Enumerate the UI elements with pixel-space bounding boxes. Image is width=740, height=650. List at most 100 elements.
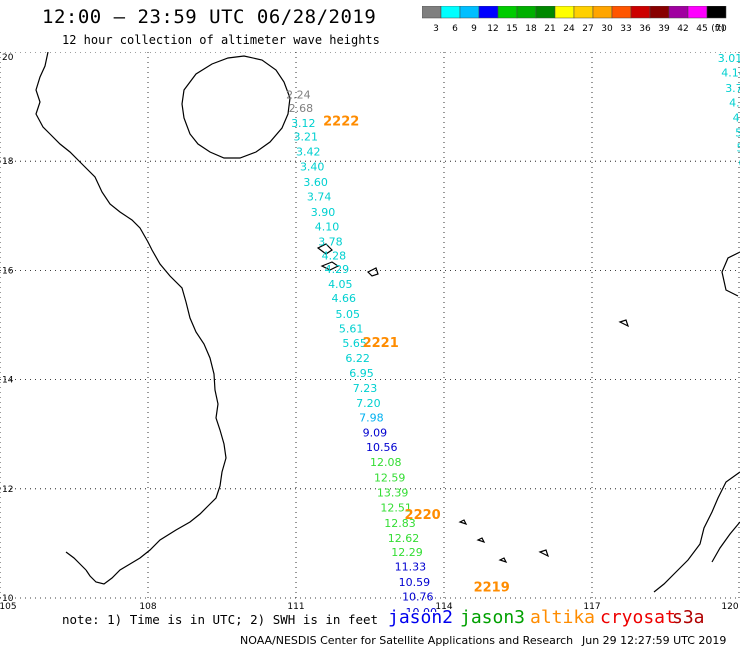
swh-value: 12.83 [384, 517, 416, 530]
swh-value: 5.61 [339, 323, 364, 336]
pass-number: 2219 [474, 580, 510, 595]
swh-value: 7.20 [356, 397, 381, 410]
swh-value: 5. [737, 141, 740, 154]
pass-number: 2221 [363, 336, 399, 351]
pass-labels: 2222 2221 2220 2219 [323, 115, 510, 596]
colorbar-swatch [497, 6, 518, 19]
swh-value: 3.74 [307, 191, 332, 204]
pass-number: 2222 [323, 115, 359, 130]
colorbar-swatch [668, 6, 689, 19]
colorbar-label: 15 [506, 24, 517, 34]
colorbar-swatch [422, 6, 442, 19]
colorbar-label: 3 [433, 24, 439, 34]
satellite-cryosat: cryosat [600, 607, 676, 628]
lat-tick-label: 10 [2, 594, 14, 604]
lat-tick-label: 14 [2, 376, 14, 386]
lon-tick-label: 120 [721, 602, 738, 612]
colorbar-label: 27 [582, 24, 593, 34]
swh-value: 3.60 [303, 176, 328, 189]
swh-value: 4.4 [729, 97, 740, 110]
page-title: 12:00 – 23:59 UTC 06/28/2019 [42, 6, 377, 28]
colorbar-label: 9 [471, 24, 477, 34]
colorbar-swatch [516, 6, 537, 19]
swh-value: 7.23 [353, 382, 378, 395]
colorbar-label: 30 [601, 24, 613, 34]
swh-value: 3.78 [318, 235, 343, 248]
swh-value: 10.59 [399, 576, 431, 589]
colorbar-swatch [611, 6, 632, 19]
swh-value: 4.66 [332, 292, 357, 305]
colorbar-swatch [573, 6, 594, 19]
footer-timestamp: Jun 29 12:27:59 UTC 2019 [582, 634, 727, 647]
colorbar-label: 33 [620, 24, 631, 34]
colorbar-label: 18 [525, 24, 537, 34]
colorbar-swatch [649, 6, 670, 19]
swh-value: 10.76 [402, 591, 434, 604]
swh-value: 10.00 [406, 606, 438, 612]
swh-value: 7.98 [359, 412, 384, 425]
swh-value: 4. [733, 111, 740, 124]
swh-value: 10.56 [366, 441, 398, 454]
colorbar-label: 21 [544, 24, 555, 34]
swh-value: 9.09 [363, 426, 388, 439]
swh-value: 2.24 [286, 88, 311, 101]
colorbar-swatch [706, 6, 727, 19]
swh-value: 6.22 [345, 352, 370, 365]
colorbar-swatch [535, 6, 556, 19]
satellite-tracks: 2.242.683.123.213.423.403.603.743.904.10… [286, 52, 740, 612]
swh-value: 12.59 [374, 472, 406, 485]
pass-number: 2220 [405, 508, 441, 523]
satellite-altika: altika [530, 607, 596, 628]
colorbar-label: 12 [487, 24, 498, 34]
satellite-jason3: jason3 [460, 607, 526, 628]
lat-tick-label: 18 [2, 157, 14, 167]
colorbar-label: 6 [452, 24, 458, 34]
colorbar-swatch [592, 6, 613, 19]
swh-value: 11.33 [395, 561, 427, 574]
colorbar-swatch [630, 6, 651, 19]
lon-tick-label: 108 [139, 602, 156, 612]
swh-value: 5.65 [342, 337, 367, 350]
colorbar-label: 42 [677, 24, 688, 34]
satellite-s3a: s3a [672, 607, 705, 628]
swh-value: 4.28 [322, 249, 347, 262]
swh-value: 3.42 [296, 146, 321, 159]
swh-value: 4.29 [325, 263, 350, 276]
footer-credit: NOAA/NESDIS Center for Satellite Applica… [240, 634, 574, 647]
swh-value: 6 [739, 157, 740, 170]
swh-value: 3.40 [300, 160, 325, 173]
colorbar-swatch [554, 6, 575, 19]
swh-value: 4.14 [721, 67, 740, 80]
wave-height-map: 105 108 111 114 117 120 20 18 16 14 12 10 2.242.68 3… [0, 52, 740, 612]
swh-value: 4.05 [328, 278, 353, 291]
satellite-jason2: jason2 [388, 607, 454, 628]
swh-value: 13.39 [377, 486, 409, 499]
lat-tick-label: 12 [2, 485, 13, 495]
swh-value: 12.29 [391, 546, 423, 559]
footer-note: note: 1) Time is in UTC; 2) SWH is in fe… [62, 612, 379, 627]
axis-ticks: 105 108 111 114 117 120 20 18 16 14 12 10 [0, 53, 739, 612]
coastline [35, 52, 740, 593]
colorbar-label: 39 [658, 24, 670, 34]
lon-tick-label: 105 [0, 602, 17, 612]
colorbar-swatch [440, 6, 461, 19]
colorbar-unit: (ft) [711, 24, 725, 34]
swh-value: 2.68 [289, 102, 314, 115]
lat-tick-label: 20 [2, 53, 14, 63]
colorbar-label: 36 [639, 24, 651, 34]
lon-tick-label: 117 [583, 602, 600, 612]
swh-value: 6.95 [349, 367, 374, 380]
swh-value: 3.01 [718, 52, 740, 65]
colorbar-swatch [687, 6, 708, 19]
colorbar-swatch [459, 6, 480, 19]
swh-value: 3.12 [291, 117, 316, 130]
swh-value: 3.7 [725, 82, 740, 95]
swh-value: 3.21 [294, 130, 319, 143]
lat-tick-label: 16 [2, 266, 14, 276]
swh-value: 12.51 [380, 502, 412, 515]
colorbar-label: 45 [696, 24, 707, 34]
swh-value: 5. [735, 127, 740, 140]
swh-value: 12.08 [370, 456, 402, 469]
page-subtitle: 12 hour collection of altimeter wave hei… [62, 33, 380, 47]
lon-tick-label: 114 [435, 602, 452, 612]
